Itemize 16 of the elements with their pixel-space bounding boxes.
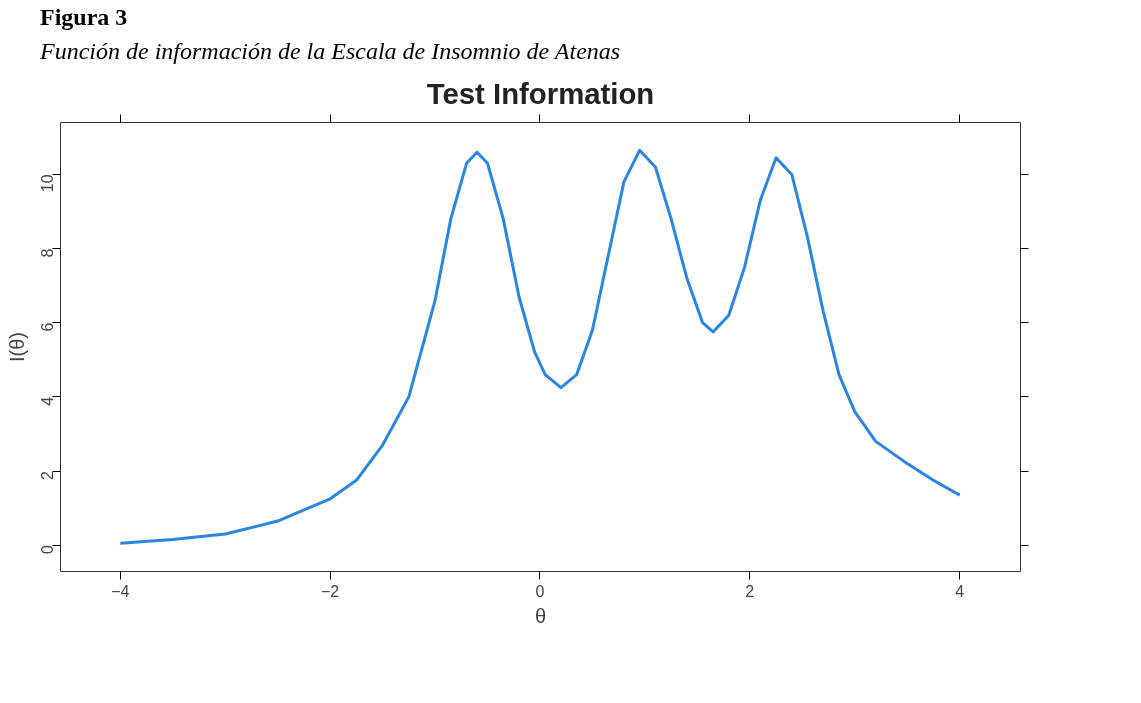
x-tick-label: −2 bbox=[321, 582, 340, 600]
y-axis-title: I(θ) bbox=[5, 331, 28, 362]
x-tick-label: 4 bbox=[955, 582, 965, 600]
y-tick-label: 0 bbox=[39, 544, 57, 554]
x-tick-label: 2 bbox=[745, 582, 755, 600]
text: Función de información de la Escala de Insomnio de Atenas bbox=[40, 37, 621, 67]
x-axis-title: θ bbox=[534, 604, 547, 627]
x-tick-label: −4 bbox=[111, 582, 130, 600]
x-tick-label: 0 bbox=[535, 582, 545, 600]
y-tick-label: 10 bbox=[39, 173, 57, 192]
y-tick-label: 6 bbox=[39, 322, 57, 332]
text: Figura 3 bbox=[40, 3, 128, 32]
chart-title: Test Information bbox=[426, 76, 655, 110]
y-tick-label: 2 bbox=[39, 470, 57, 480]
y-tick-label: 4 bbox=[39, 396, 57, 406]
y-tick-label: 8 bbox=[39, 248, 57, 258]
